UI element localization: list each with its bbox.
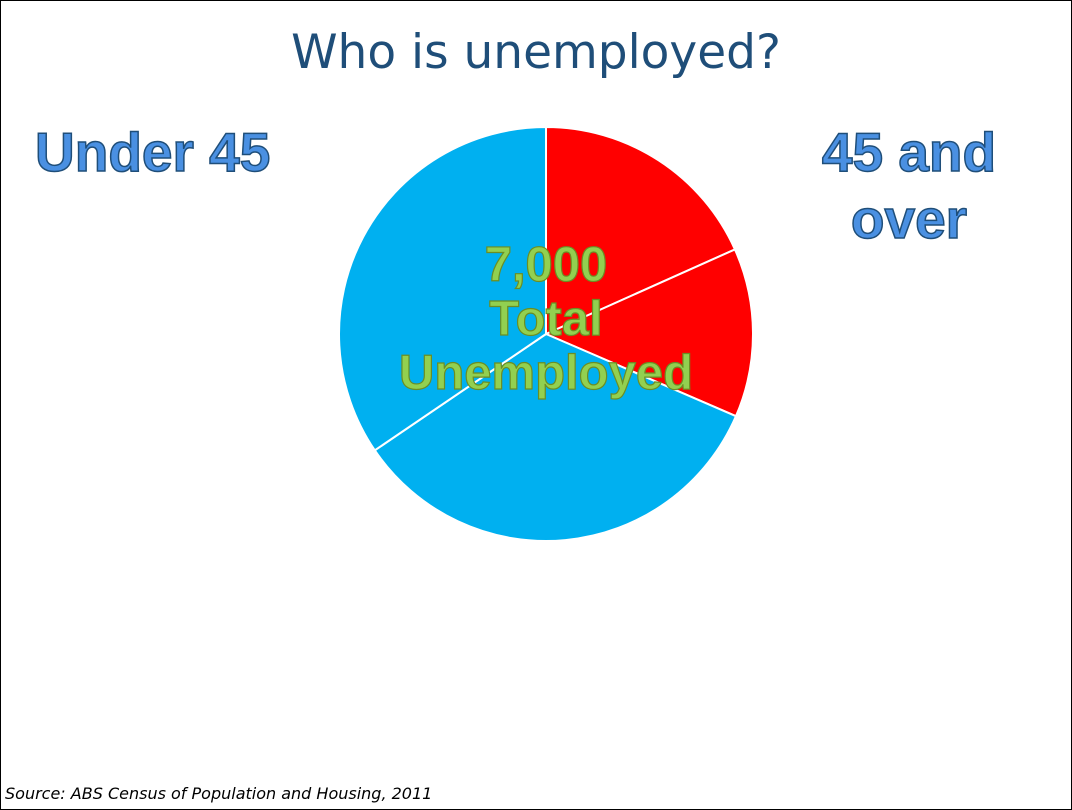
total-unemployed-label: 7,000 Total Unemployed xyxy=(346,238,746,401)
pie-slice-1 xyxy=(545,126,736,335)
total-word: Total xyxy=(489,291,604,346)
slide-title: Who is unemployed? xyxy=(291,25,781,80)
pie-slice-2 xyxy=(545,248,754,418)
pie-slice-4 xyxy=(338,126,547,452)
pie-slice-3 xyxy=(373,333,737,542)
under-45-label: Under 45 xyxy=(34,120,271,184)
source-note: Source: ABS Census of Population and Hou… xyxy=(5,784,433,803)
unemployed-word: Unemployed xyxy=(398,345,694,400)
45-and-over-label: 45 and over xyxy=(821,120,997,251)
total-value: 7,000 xyxy=(484,238,608,293)
